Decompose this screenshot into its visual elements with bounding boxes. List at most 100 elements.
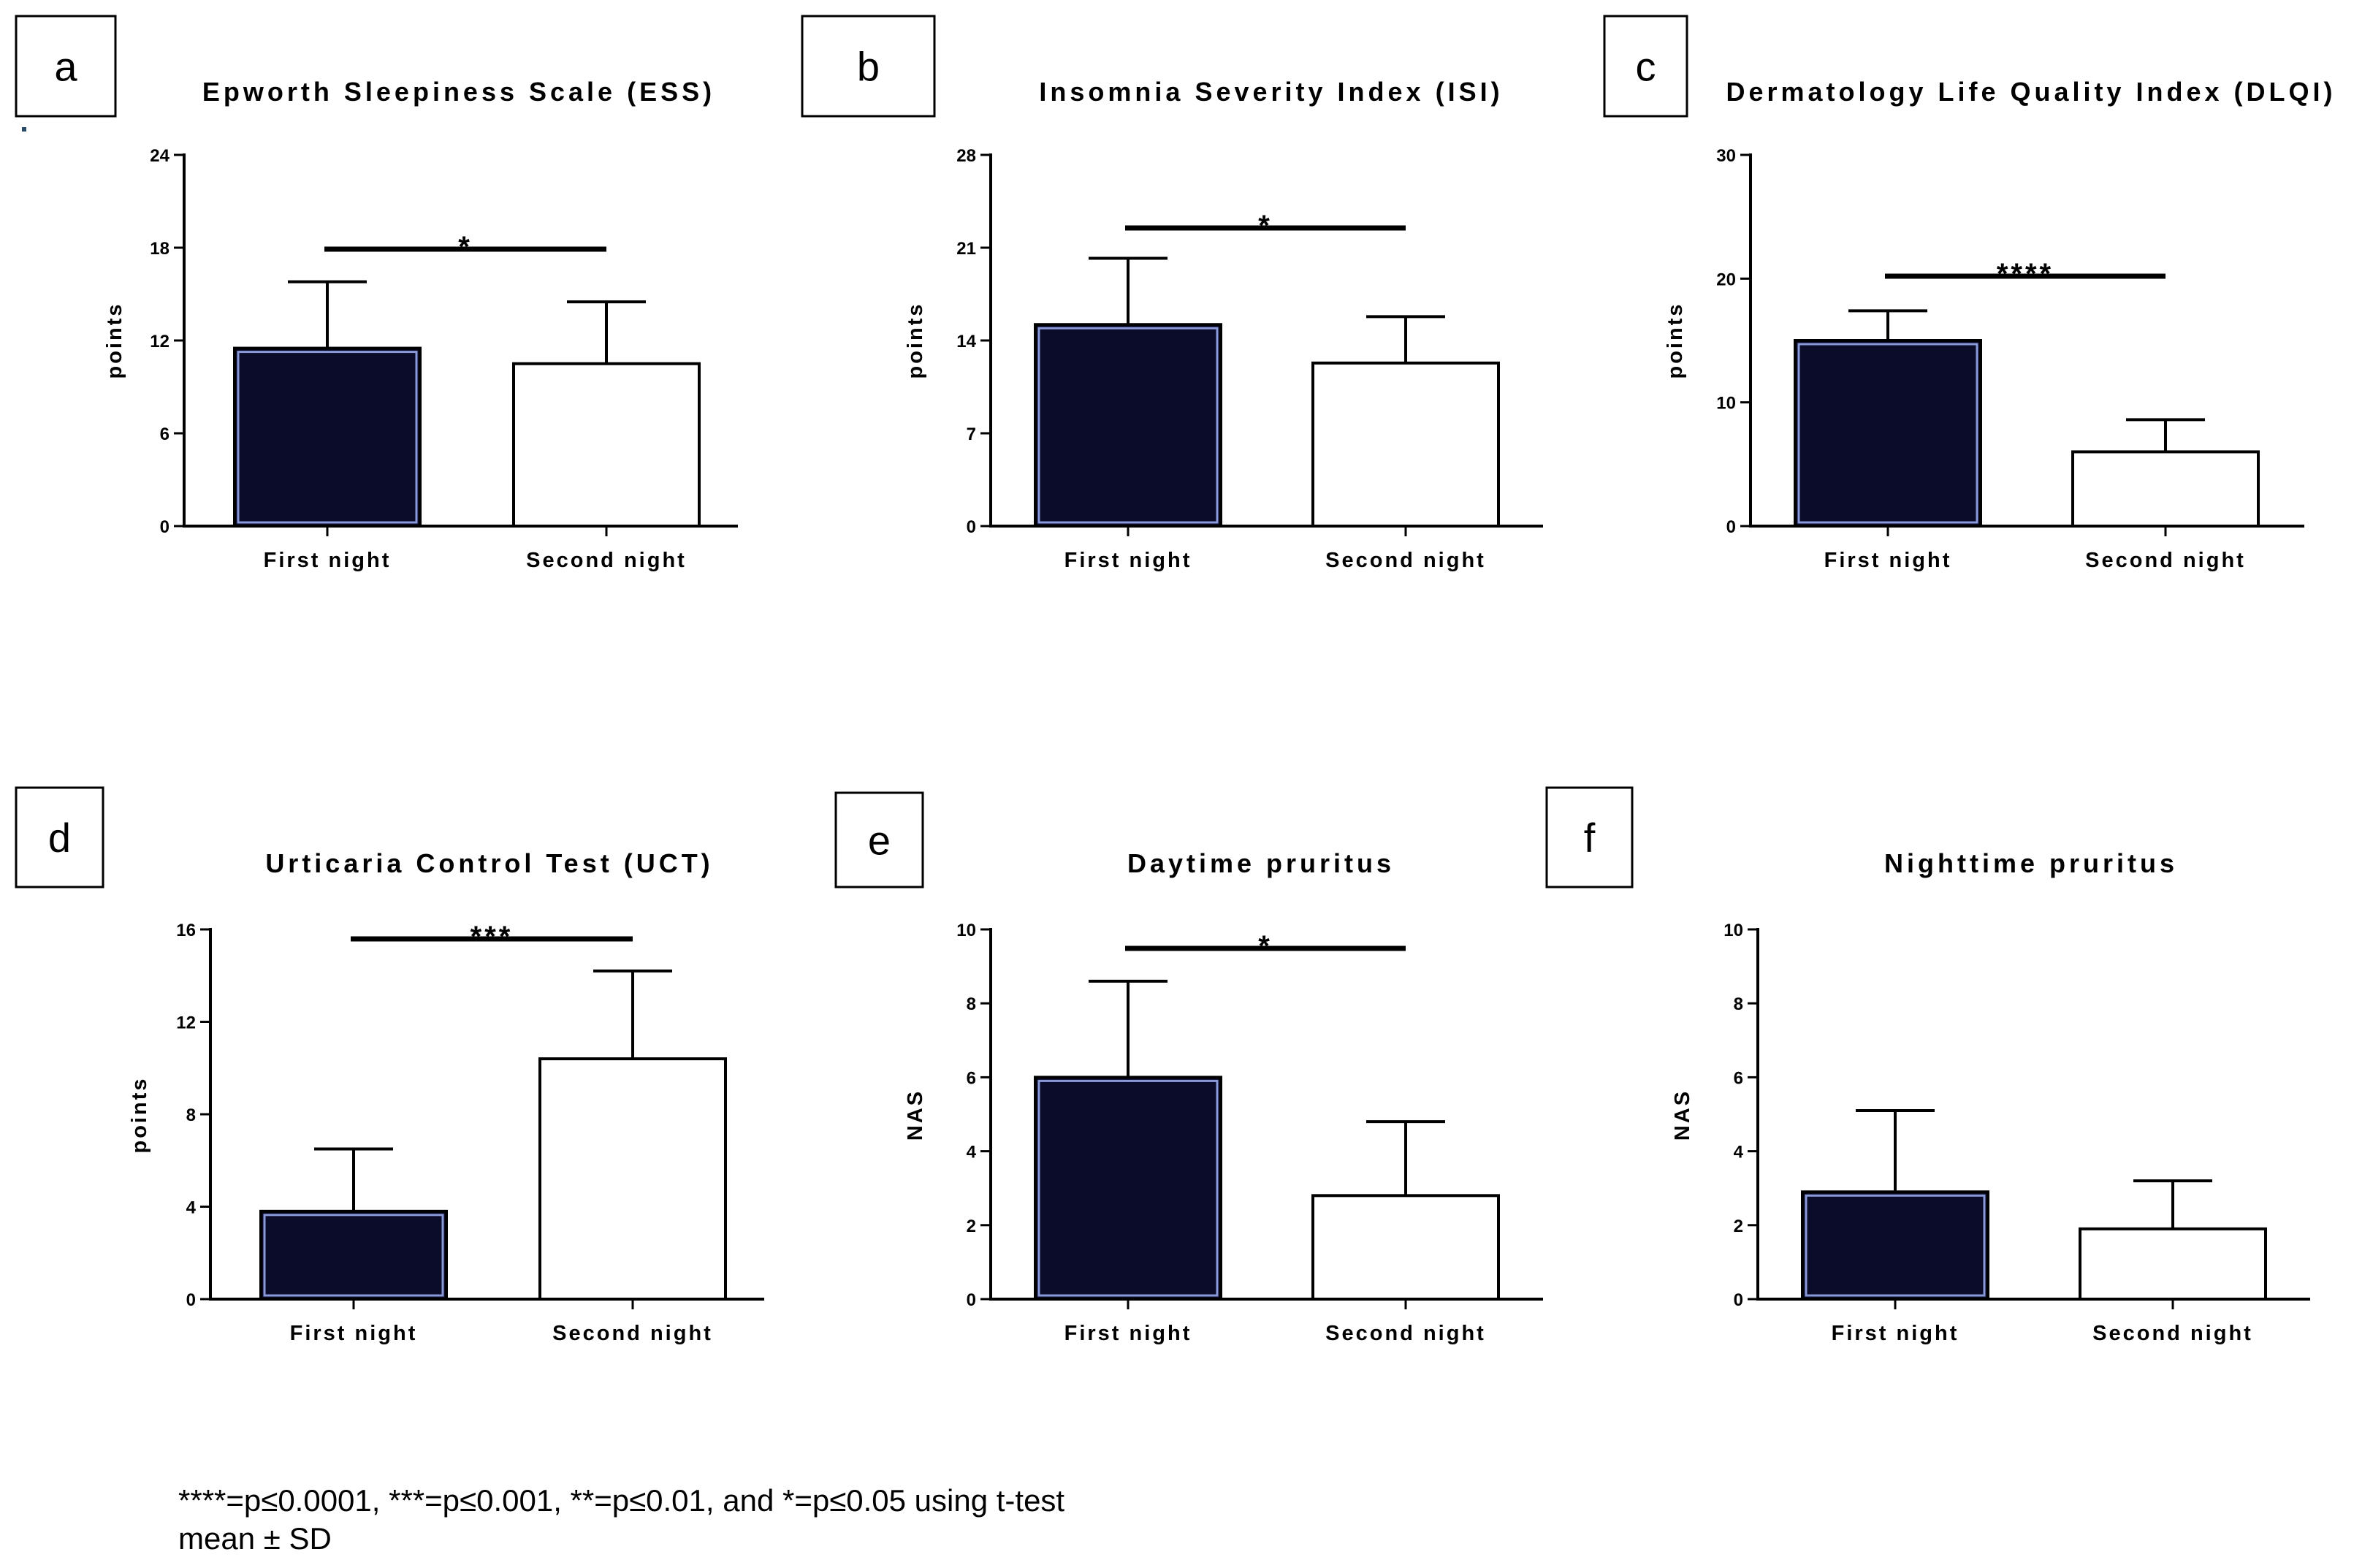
x-tick-label: Second night <box>1325 1322 1486 1345</box>
y-tick-label: 6 <box>967 1068 976 1088</box>
y-axis-label: points <box>128 1077 151 1154</box>
chart-title: Nighttime pruritus <box>1884 848 2178 878</box>
y-axis-label: points <box>103 302 126 379</box>
footnote-significance: ****=p≤0.0001, ***=p≤0.001, **=p≤0.01, a… <box>178 1483 1065 1518</box>
chart-title: Insomnia Severity Index (ISI) <box>1039 77 1503 107</box>
panel-label-letter: f <box>1584 815 1596 861</box>
bar-first-night <box>233 346 422 528</box>
footnote-mean-sd: mean ± SD <box>178 1521 332 1556</box>
panel-label-box <box>801 15 936 118</box>
bar-second-night <box>1311 361 1500 528</box>
y-tick-label: 12 <box>176 1013 196 1033</box>
bar-inner-highlight <box>1797 343 1978 524</box>
bar-second-night <box>2079 1227 2267 1301</box>
y-tick-label: 16 <box>176 921 196 940</box>
y-tick-label: 8 <box>1734 994 1743 1014</box>
y-tick-label: 0 <box>1726 517 1736 537</box>
bar-first-night <box>259 1209 448 1301</box>
y-tick-label: 30 <box>1716 146 1736 166</box>
y-tick-label: 20 <box>1716 270 1736 289</box>
panel-label-box <box>15 15 117 118</box>
panel-label-box <box>1603 15 1688 118</box>
panel-label-letter: d <box>48 815 71 861</box>
y-tick-label: 10 <box>1723 921 1743 940</box>
y-tick-label: 12 <box>150 332 169 351</box>
y-tick-label: 10 <box>1716 394 1736 414</box>
y-tick-label: 2 <box>967 1217 976 1236</box>
chart-title: Epworth Sleepiness Scale (ESS) <box>202 77 715 107</box>
bar-second-night <box>538 1057 727 1301</box>
y-tick-label: 0 <box>160 517 169 537</box>
y-tick-label: 8 <box>967 994 976 1014</box>
x-tick-label: First night <box>264 549 392 572</box>
y-axis-label: NAS <box>1671 1089 1694 1141</box>
x-tick-label: First night <box>290 1322 418 1345</box>
bar-first-night <box>1794 339 1982 528</box>
stray-mark <box>22 127 26 132</box>
panel-label-letter: c <box>1636 44 1656 90</box>
y-axis-label: points <box>904 302 927 379</box>
chart-title: Daytime pruritus <box>1127 848 1395 878</box>
bar-first-night <box>1801 1190 1989 1301</box>
x-tick-label: First night <box>1064 1322 1192 1345</box>
chart-panel-f: f Nighttime pruritus 0 2 4 6 8 10 NAS First night… <box>1545 786 2310 1345</box>
x-tick-label: Second night <box>1325 549 1486 572</box>
y-tick-label: 21 <box>956 239 976 259</box>
x-tick-label: First night <box>1824 549 1952 572</box>
panel-label-box <box>834 791 924 888</box>
y-tick-label: 0 <box>967 517 976 537</box>
bar-inner-highlight <box>1037 1079 1219 1297</box>
bar-first-night <box>1034 1076 1222 1301</box>
panel-label-letter: a <box>54 44 77 90</box>
y-tick-label: 4 <box>186 1198 197 1218</box>
panel-label-letter: b <box>857 44 880 90</box>
chart-panel-a: a Epworth Sleepiness Scale (ESS) 0 6 12 18 24 p… <box>15 15 738 572</box>
x-tick-label: Second night <box>552 1322 713 1345</box>
y-tick-label: 18 <box>150 239 169 259</box>
x-tick-label: Second night <box>2085 549 2246 572</box>
bar-inner-highlight <box>237 351 418 524</box>
chart-panel-c: c Dermatology Life Quality Index (DLQI) 0 1… <box>1603 15 2336 572</box>
bar-inner-highlight <box>1805 1194 1986 1297</box>
y-tick-label: 7 <box>967 425 976 444</box>
chart-title: Urticaria Control Test (UCT) <box>265 848 713 878</box>
y-tick-label: 0 <box>186 1290 196 1310</box>
y-tick-label: 2 <box>1734 1217 1743 1236</box>
significance-marker: * <box>1258 210 1273 242</box>
y-tick-label: 14 <box>956 332 976 351</box>
significance-marker: **** <box>1997 258 2054 290</box>
significance-marker: * <box>458 231 473 263</box>
panel-label-letter: e <box>868 818 891 864</box>
significance-marker: *** <box>471 921 514 953</box>
bar-second-night <box>2071 450 2260 528</box>
bar-second-night <box>512 362 701 528</box>
significance-marker: * <box>1258 930 1273 962</box>
x-tick-label: First night <box>1832 1322 1959 1345</box>
bar-second-night <box>1311 1194 1500 1301</box>
y-tick-label: 0 <box>1734 1290 1743 1310</box>
x-tick-label: Second night <box>526 549 687 572</box>
panel-label-box <box>15 786 104 888</box>
chart-title: Dermatology Life Quality Index (DLQI) <box>1726 77 2336 107</box>
bar-inner-highlight <box>263 1214 444 1297</box>
y-tick-label: 28 <box>956 146 976 166</box>
y-axis-label: NAS <box>904 1089 927 1141</box>
y-tick-label: 6 <box>1734 1068 1743 1088</box>
y-tick-label: 24 <box>150 146 169 166</box>
x-tick-label: First night <box>1064 549 1192 572</box>
x-tick-label: Second night <box>2092 1322 2253 1345</box>
bar-first-night <box>1034 323 1222 528</box>
y-tick-label: 4 <box>967 1143 977 1162</box>
y-tick-label: 4 <box>1734 1143 1744 1162</box>
y-tick-label: 6 <box>160 425 169 444</box>
y-tick-label: 10 <box>956 921 976 940</box>
panel-label-box <box>1545 786 1634 888</box>
y-axis-label: points <box>1664 302 1687 379</box>
chart-panel-d: d Urticaria Control Test (UCT) 0 4 8 12 16 poin… <box>15 786 764 1345</box>
bar-inner-highlight <box>1037 327 1219 524</box>
chart-panel-b: b Insomnia Severity Index (ISI) 0 7 14 21 28 po… <box>801 15 1543 572</box>
y-tick-label: 8 <box>186 1105 196 1125</box>
chart-panel-e: e Daytime pruritus 0 2 4 6 8 10 NAS First night Se… <box>834 791 1543 1345</box>
y-tick-label: 0 <box>967 1290 976 1310</box>
